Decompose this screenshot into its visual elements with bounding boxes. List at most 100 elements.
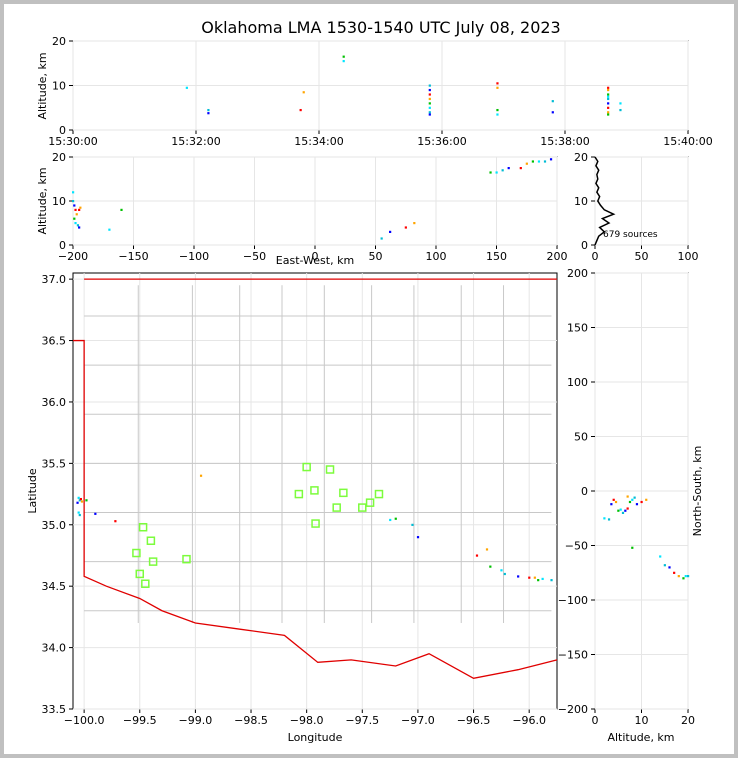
ns-altitude-y-tick-label: 0 xyxy=(581,485,588,498)
ew-height-source xyxy=(72,200,75,203)
time-height-x-tick-label: 15:40:00 xyxy=(663,135,712,148)
map-source xyxy=(79,497,82,501)
ns-altitude-source xyxy=(619,508,622,511)
ns-altitude-y-tick-label: 50 xyxy=(574,431,588,444)
histogram-plot: 0 50 100 0 10 20 xyxy=(574,151,699,263)
map-lon-tick-label: −96.5 xyxy=(457,714,491,727)
ns-altitude-source xyxy=(617,509,620,512)
map-lon-tick-label: −99.0 xyxy=(179,714,213,727)
lma-station-marker xyxy=(138,522,148,532)
map-source xyxy=(78,513,81,517)
ew-height-plot: −200 −150 −100 −50 0 50 100 150 200 0 10 20 xyxy=(52,151,568,263)
ew-height-source xyxy=(531,160,534,163)
ew-height-x-tick-label: 100 xyxy=(426,250,447,263)
ew-height-x-tick-label: −50 xyxy=(243,250,266,263)
ns-altitude-source xyxy=(687,575,690,578)
time-height-x-tick-label: 15:34:00 xyxy=(294,135,343,148)
map-source xyxy=(503,572,506,576)
ew-height-source xyxy=(73,217,76,220)
time-height-y-tick-label: 10 xyxy=(52,80,66,93)
ew-height-source xyxy=(519,167,522,170)
time-height-x-tick-label: 15:32:00 xyxy=(171,135,220,148)
map-source xyxy=(77,496,80,499)
map-source xyxy=(85,499,88,502)
map-lon-tick-label: −97.0 xyxy=(401,714,435,727)
ns-altitude-source xyxy=(610,503,613,506)
map-lat-tick-label: 34.0 xyxy=(42,642,67,655)
ns-altitude-y-tick-label: −50 xyxy=(565,540,588,553)
time-height-source xyxy=(607,86,610,89)
lma-station-marker xyxy=(148,557,158,566)
ns-altitude-source xyxy=(673,571,676,574)
ew-height-source xyxy=(495,171,498,174)
time-height-x-tick-label: 15:30:00 xyxy=(48,135,97,148)
time-height-source xyxy=(428,93,431,96)
ns-altitude-y-tick-label: 200 xyxy=(567,267,588,280)
ew-height-source xyxy=(525,162,528,165)
lma-station-marker xyxy=(332,503,341,512)
ns-altitude-source xyxy=(659,555,662,558)
time-height-source xyxy=(428,84,431,87)
lma-station-marker xyxy=(294,489,304,499)
ew-height-source xyxy=(79,206,82,209)
ew-height-source xyxy=(78,208,81,211)
ns-altitude-source xyxy=(624,509,627,512)
histogram-profile-line xyxy=(594,156,616,246)
ns-altitude-source xyxy=(626,495,629,498)
map-source xyxy=(77,511,80,514)
map-lat-tick-label: 36.0 xyxy=(42,396,67,409)
map-source xyxy=(528,576,531,579)
ns-altitude-source xyxy=(631,498,634,501)
ew-height-x-tick-label: 150 xyxy=(486,250,507,263)
lma-station-marker xyxy=(311,519,320,528)
map-lat-tick-label: 36.5 xyxy=(42,335,67,348)
state-border-south xyxy=(73,339,558,679)
map-source xyxy=(533,576,536,579)
lma-station-marker xyxy=(302,462,311,472)
histogram-x-tick-label: 50 xyxy=(635,250,649,263)
ew-height-xlabel: East-West, km xyxy=(276,254,354,267)
map-source xyxy=(485,548,489,551)
ns-altitude-source xyxy=(668,566,671,569)
histogram-y-tick-label: 10 xyxy=(574,195,588,208)
histogram-x-tick-label: 100 xyxy=(678,250,699,263)
map-xlabel: Longitude xyxy=(288,731,343,744)
time-height-source xyxy=(496,108,499,112)
ew-height-ylabel: Altitude, km xyxy=(36,167,49,234)
map-lon-tick-label: −98.0 xyxy=(290,714,324,727)
ns-altitude-xlabel: Altitude, km xyxy=(607,731,674,744)
ns-altitude-x-tick-label: 20 xyxy=(681,714,695,727)
map-ylabel: Latitude xyxy=(26,468,39,514)
time-height-source xyxy=(302,91,305,94)
map-lat-tick-label: 35.5 xyxy=(42,457,67,470)
figure-title: Oklahoma LMA 1530-1540 UTC July 08, 2023 xyxy=(201,18,560,37)
ew-height-x-tick-label: 0 xyxy=(312,250,319,263)
time-height-source xyxy=(428,88,431,92)
ns-altitude-source xyxy=(631,546,634,549)
time-height-source xyxy=(342,55,345,58)
time-height-source xyxy=(607,88,610,92)
ns-altitude-source xyxy=(635,503,639,506)
time-height-source xyxy=(428,111,431,114)
ns-altitude-y-tick-label: 100 xyxy=(567,376,588,389)
ew-height-source xyxy=(74,222,77,225)
ew-height-y-tick-label: 10 xyxy=(52,195,66,208)
ns-altitude-source xyxy=(663,564,666,567)
histogram-source-count: 679 sources xyxy=(603,230,658,240)
map-lon-tick-label: −100.0 xyxy=(64,714,105,727)
time-height-source xyxy=(607,95,610,98)
histogram-x-tick-label: 0 xyxy=(592,250,599,263)
map-source xyxy=(517,575,520,578)
time-height-source xyxy=(607,111,610,114)
map-lon-tick-label: −98.5 xyxy=(234,714,268,727)
ew-height-source xyxy=(72,191,75,194)
time-height-source xyxy=(619,108,622,112)
ns-altitude-source xyxy=(633,496,636,499)
ns-altitude-source xyxy=(626,507,629,510)
ew-height-source xyxy=(120,208,123,211)
ew-height-source xyxy=(404,226,407,229)
figure-background xyxy=(4,4,734,754)
histogram-y-tick-label: 20 xyxy=(574,151,588,164)
map-lon-tick-label: −99.5 xyxy=(123,714,157,727)
